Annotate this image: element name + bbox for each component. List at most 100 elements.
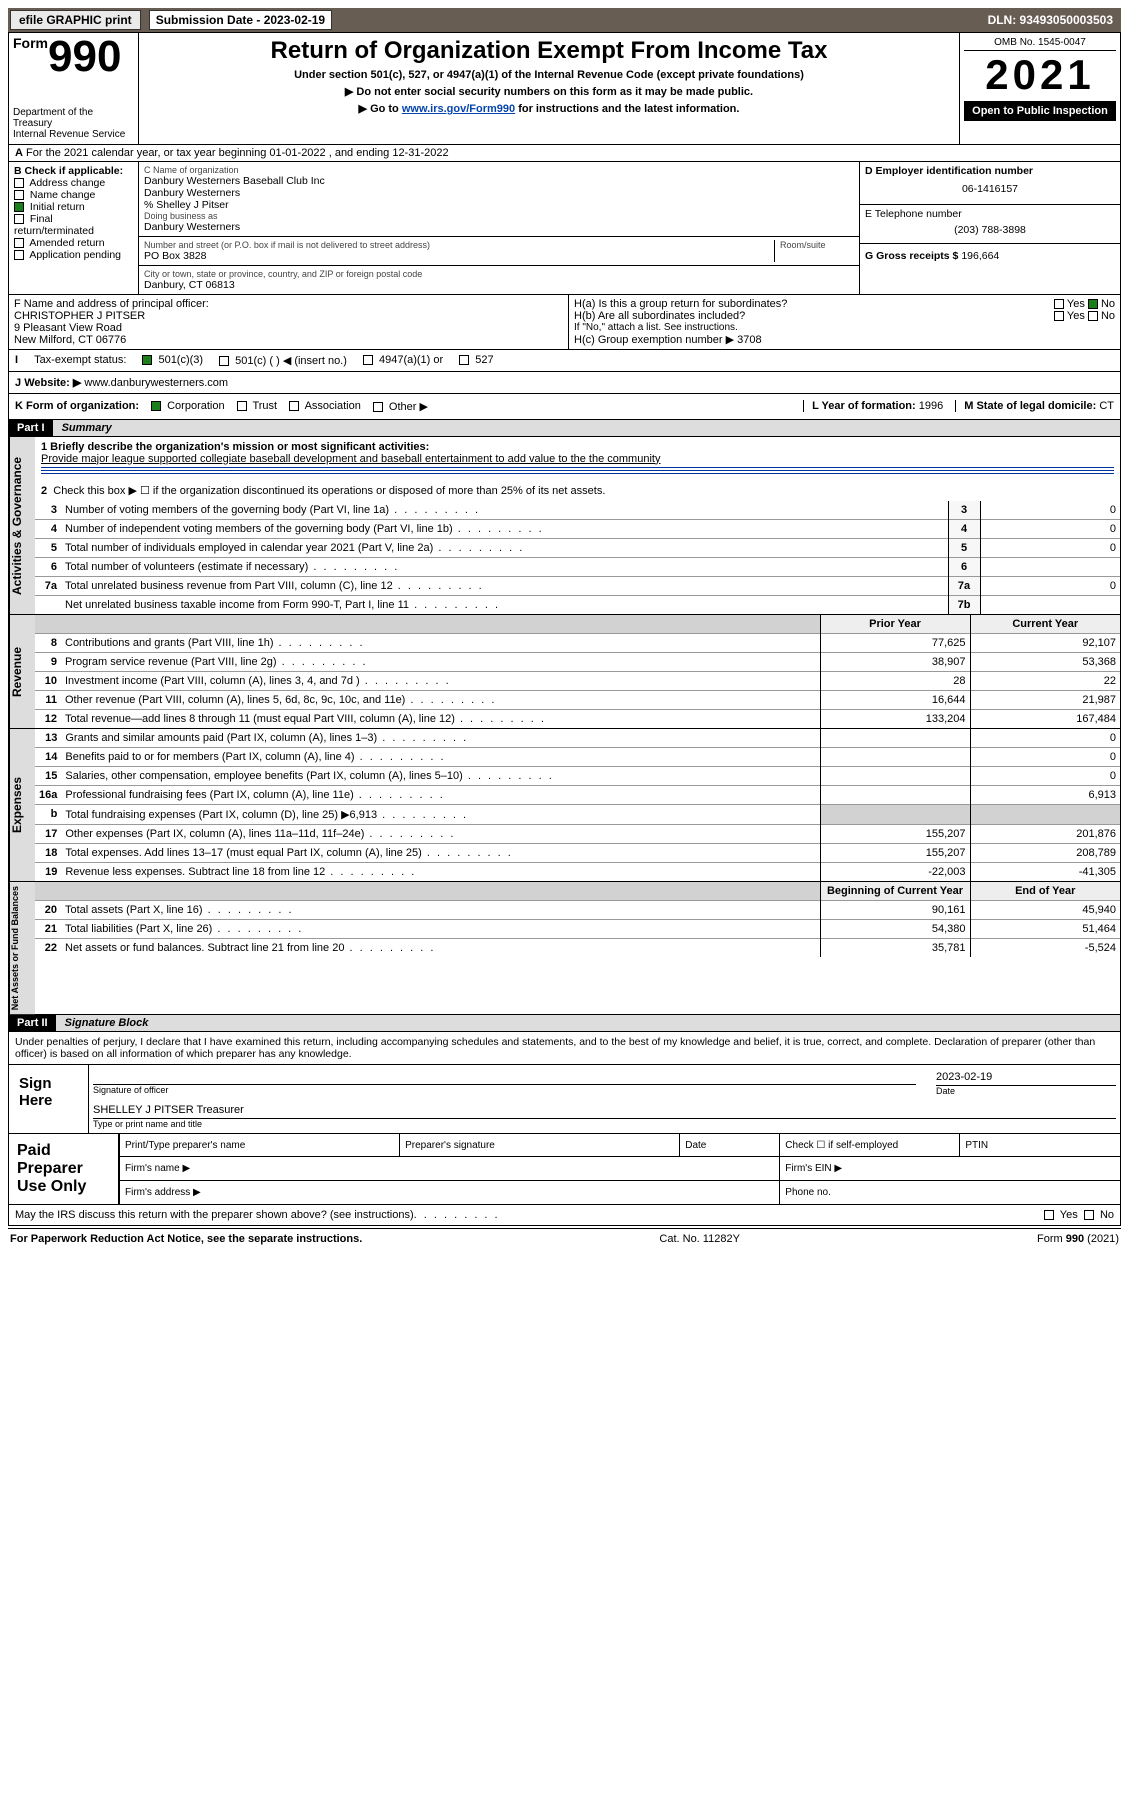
street-value: PO Box 3828 (144, 250, 774, 262)
dba-label: Doing business as (144, 211, 854, 221)
discuss-yes-checkbox[interactable] (1044, 1210, 1054, 1220)
topbar: efile GRAPHIC print Submission Date - 20… (8, 8, 1121, 32)
k-other-checkbox[interactable] (373, 402, 383, 412)
box-b-item-label: Initial return (27, 201, 85, 213)
irs-link[interactable]: www.irs.gov/Form990 (402, 103, 515, 115)
side-label-exp: Expenses (9, 729, 35, 881)
box-b-checkbox[interactable] (14, 214, 24, 224)
k-assoc-checkbox[interactable] (289, 401, 299, 411)
tax-year: 2021 (964, 51, 1116, 99)
ha-row: H(a) Is this a group return for subordin… (574, 298, 1115, 310)
tax-year-range: For the 2021 calendar year, or tax year … (26, 147, 449, 159)
page-footer: For Paperwork Reduction Act Notice, see … (8, 1228, 1121, 1249)
ein-value: 06-1416157 (865, 177, 1115, 201)
self-employed-label: Check ☐ if self-employed (780, 1134, 960, 1157)
box-b-checkbox[interactable] (14, 238, 24, 248)
box-d-label: D Employer identification number (865, 165, 1115, 177)
penalties-text: Under penalties of perjury, I declare th… (9, 1032, 1120, 1064)
cat-no: Cat. No. 11282Y (659, 1233, 740, 1245)
discuss-no: No (1100, 1209, 1114, 1221)
k-trust-checkbox[interactable] (237, 401, 247, 411)
firm-phone-label: Phone no. (780, 1181, 1120, 1204)
pra-notice: For Paperwork Reduction Act Notice, see … (10, 1233, 362, 1245)
omb-number: OMB No. 1545-0047 (964, 37, 1116, 51)
signature-block: Under penalties of perjury, I declare th… (8, 1032, 1121, 1134)
yes-label-2: Yes (1067, 310, 1085, 322)
officer-signature-line[interactable] (93, 1069, 916, 1085)
yes-label: Yes (1067, 298, 1085, 310)
city-value: Danbury, CT 06813 (144, 279, 854, 291)
prep-date-label: Date (680, 1134, 780, 1157)
prep-name-label: Print/Type preparer's name (120, 1134, 400, 1157)
form-subtitle-2: ▶ Do not enter social security numbers o… (143, 85, 955, 98)
hb-no-checkbox[interactable] (1088, 311, 1098, 321)
no-label: No (1101, 298, 1115, 310)
box-k-label: K Form of organization: (15, 400, 139, 412)
box-deg: D Employer identification number 06-1416… (860, 162, 1120, 294)
box-b-item-label: Address change (27, 177, 105, 189)
ha-yes-checkbox[interactable] (1054, 299, 1064, 309)
dba-value: Danbury Westerners (144, 221, 854, 233)
box-b-checkbox[interactable] (14, 178, 24, 188)
box-b-item: Final return/terminated (14, 213, 133, 237)
i-4947-checkbox[interactable] (363, 355, 373, 365)
officer-city: New Milford, CT 06776 (14, 334, 563, 346)
hb-row: H(b) Are all subordinates included? Yes … (574, 310, 1115, 322)
sign-here-label: Sign Here (9, 1065, 89, 1133)
box-b-checkbox[interactable] (14, 202, 24, 212)
discuss-no-checkbox[interactable] (1084, 1210, 1094, 1220)
footer-year: 2021 (1091, 1233, 1115, 1245)
officer-street: 9 Pleasant View Road (14, 322, 563, 334)
i-527-checkbox[interactable] (459, 355, 469, 365)
paid-preparer-label: Paid Preparer Use Only (9, 1134, 119, 1204)
k-opt1: Corporation (167, 400, 224, 412)
phone-value: (203) 788-3898 (865, 220, 1115, 240)
side-label-na: Net Assets or Fund Balances (9, 882, 35, 1014)
org-name-2: Danbury Westerners (144, 187, 854, 199)
box-b-checkbox[interactable] (14, 190, 24, 200)
form-prefix: Form (13, 35, 48, 51)
city-label: City or town, state or province, country… (144, 269, 854, 279)
box-j-label: Website: ▶ (24, 376, 81, 389)
gross-receipts-value: 196,664 (961, 250, 999, 262)
sub3-post: for instructions and the latest informat… (515, 103, 739, 115)
table-net-assets: Beginning of Current YearEnd of Year20To… (35, 882, 1120, 957)
box-i: ITax-exempt status: 501(c)(3) 501(c) ( )… (8, 350, 1121, 372)
hb-yes-checkbox[interactable] (1054, 311, 1064, 321)
part1-title: Summary (56, 422, 112, 434)
may-discuss-row: May the IRS discuss this return with the… (8, 1205, 1121, 1226)
firm-ein-label: Firm's EIN ▶ (780, 1157, 1120, 1181)
k-corp-checkbox[interactable] (151, 401, 161, 411)
i-opt4: 527 (475, 354, 493, 366)
i-501c-checkbox[interactable] (219, 356, 229, 366)
i-501c3-checkbox[interactable] (142, 355, 152, 365)
box-b-checkbox[interactable] (14, 250, 24, 260)
box-b-item: Address change (14, 177, 133, 189)
section-net-assets: Net Assets or Fund Balances Beginning of… (8, 882, 1121, 1015)
box-b-item-label: Final return/terminated (14, 213, 94, 237)
table-expenses: 13Grants and similar amounts paid (Part … (35, 729, 1120, 881)
k-opt2: Trust (252, 400, 277, 412)
firm-addr-label: Firm's address ▶ (120, 1181, 780, 1204)
efile-button[interactable]: efile GRAPHIC print (10, 10, 141, 30)
firm-name-label: Firm's name ▶ (120, 1157, 780, 1181)
box-klm: K Form of organization: Corporation Trus… (8, 394, 1121, 420)
form-header: Form990 Department of the Treasury Inter… (8, 32, 1121, 145)
ha-no-checkbox[interactable] (1088, 299, 1098, 309)
form-990-number: 990 (48, 32, 121, 81)
year-formation: 1996 (919, 400, 943, 412)
box-b: B Check if applicable: Address change Na… (9, 162, 139, 294)
discuss-yes: Yes (1060, 1209, 1078, 1221)
part1-bar: Part I Summary (8, 420, 1121, 437)
part2-bar: Part II Signature Block (8, 1015, 1121, 1032)
suite-label: Room/suite (780, 240, 854, 250)
box-i-label: Tax-exempt status: (34, 354, 126, 366)
i-opt1: 501(c)(3) (158, 354, 203, 366)
box-b-item-label: Application pending (27, 249, 121, 261)
street-label: Number and street (or P.O. box if mail i… (144, 240, 774, 250)
box-b-item: Amended return (14, 237, 133, 249)
q1-label: 1 Briefly describe the organization's mi… (41, 441, 429, 453)
box-b-label: B Check if applicable: (14, 165, 133, 177)
box-f-label: F Name and address of principal officer: (14, 298, 563, 310)
ha-label: H(a) Is this a group return for subordin… (574, 298, 787, 310)
